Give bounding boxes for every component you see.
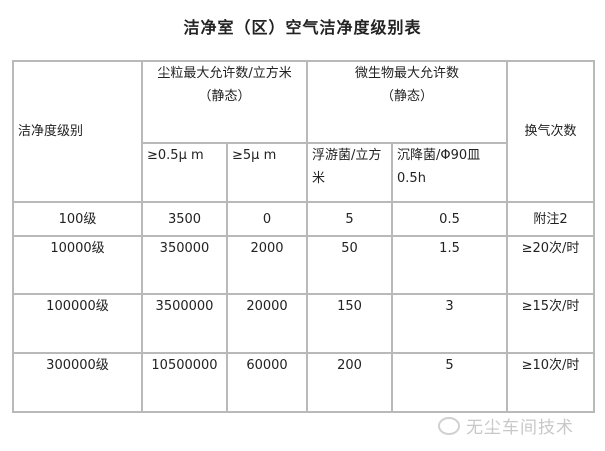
- watermark-text: 无尘车间技术: [466, 418, 574, 438]
- watermark: 无尘车间技术: [438, 413, 574, 438]
- wechat-icon: [438, 417, 460, 435]
- header-sub-5um: ≥5μ m: [225, 142, 309, 203]
- cell-grade: 100000级: [12, 293, 143, 354]
- header-particle-note: （静态）: [198, 89, 251, 104]
- cell-settling: 1.5: [391, 235, 509, 295]
- header-particle-title: 尘粒最大允许数/立方米: [157, 66, 292, 81]
- cell-grade: 10000级: [12, 235, 143, 295]
- cell-particle-5: 0: [225, 201, 309, 237]
- cell-settling: 3: [391, 293, 509, 354]
- cell-grade: 100级: [12, 201, 143, 237]
- table-row: 100级 3500 0 5 0.5 附注2: [12, 201, 596, 237]
- header-sub-0.5um: ≥0.5μ m: [141, 142, 228, 203]
- cell-particle-0.5: 350000: [141, 235, 228, 295]
- cell-air-changes: 附注2: [506, 201, 596, 237]
- header-air-changes: 换气次数: [506, 60, 596, 203]
- cell-air-changes: ≥20次/时: [506, 235, 596, 295]
- cell-airborne: 50: [306, 235, 394, 295]
- cell-airborne: 5: [306, 201, 394, 237]
- table-row: 300000级 10500000 60000 200 5 ≥10次/时: [12, 352, 596, 413]
- header-particle-group: 尘粒最大允许数/立方米 （静态）: [140, 60, 309, 144]
- cell-particle-0.5: 3500: [141, 201, 228, 237]
- cell-particle-0.5: 10500000: [141, 352, 228, 413]
- header-micro-group: 微生物最大允许数 （静态）: [306, 60, 509, 144]
- table-row: 10000级 350000 2000 50 1.5 ≥20次/时: [12, 235, 596, 295]
- cell-particle-0.5: 3500000: [141, 293, 228, 354]
- cell-particle-5: 2000: [225, 235, 309, 295]
- cleanliness-table: 洁净度级别 尘粒最大允许数/立方米 （静态） 微生物最大允许数 （静态） 换气次…: [12, 60, 596, 413]
- cell-settling: 5: [391, 352, 509, 413]
- cell-airborne: 150: [306, 293, 394, 354]
- header-grade: 洁净度级别: [12, 60, 143, 203]
- header-sub-settling: 沉降菌/Φ90皿 0.5h: [391, 142, 509, 203]
- cell-air-changes: ≥15次/时: [506, 293, 596, 354]
- cell-grade: 300000级: [12, 352, 143, 413]
- table-row: 100000级 3500000 20000 150 3 ≥15次/时: [12, 293, 596, 354]
- header-sub-airborne: 浮游菌/立方米: [306, 142, 394, 203]
- cell-particle-5: 20000: [225, 293, 309, 354]
- header-micro-note: （静态）: [381, 89, 434, 104]
- page-title: 洁净室（区）空气洁净度级别表: [183, 18, 422, 37]
- cell-air-changes: ≥10次/时: [506, 352, 596, 413]
- cell-particle-5: 60000: [225, 352, 309, 413]
- header-micro-title: 微生物最大允许数: [355, 66, 460, 81]
- cell-airborne: 200: [306, 352, 394, 413]
- cell-settling: 0.5: [391, 201, 509, 237]
